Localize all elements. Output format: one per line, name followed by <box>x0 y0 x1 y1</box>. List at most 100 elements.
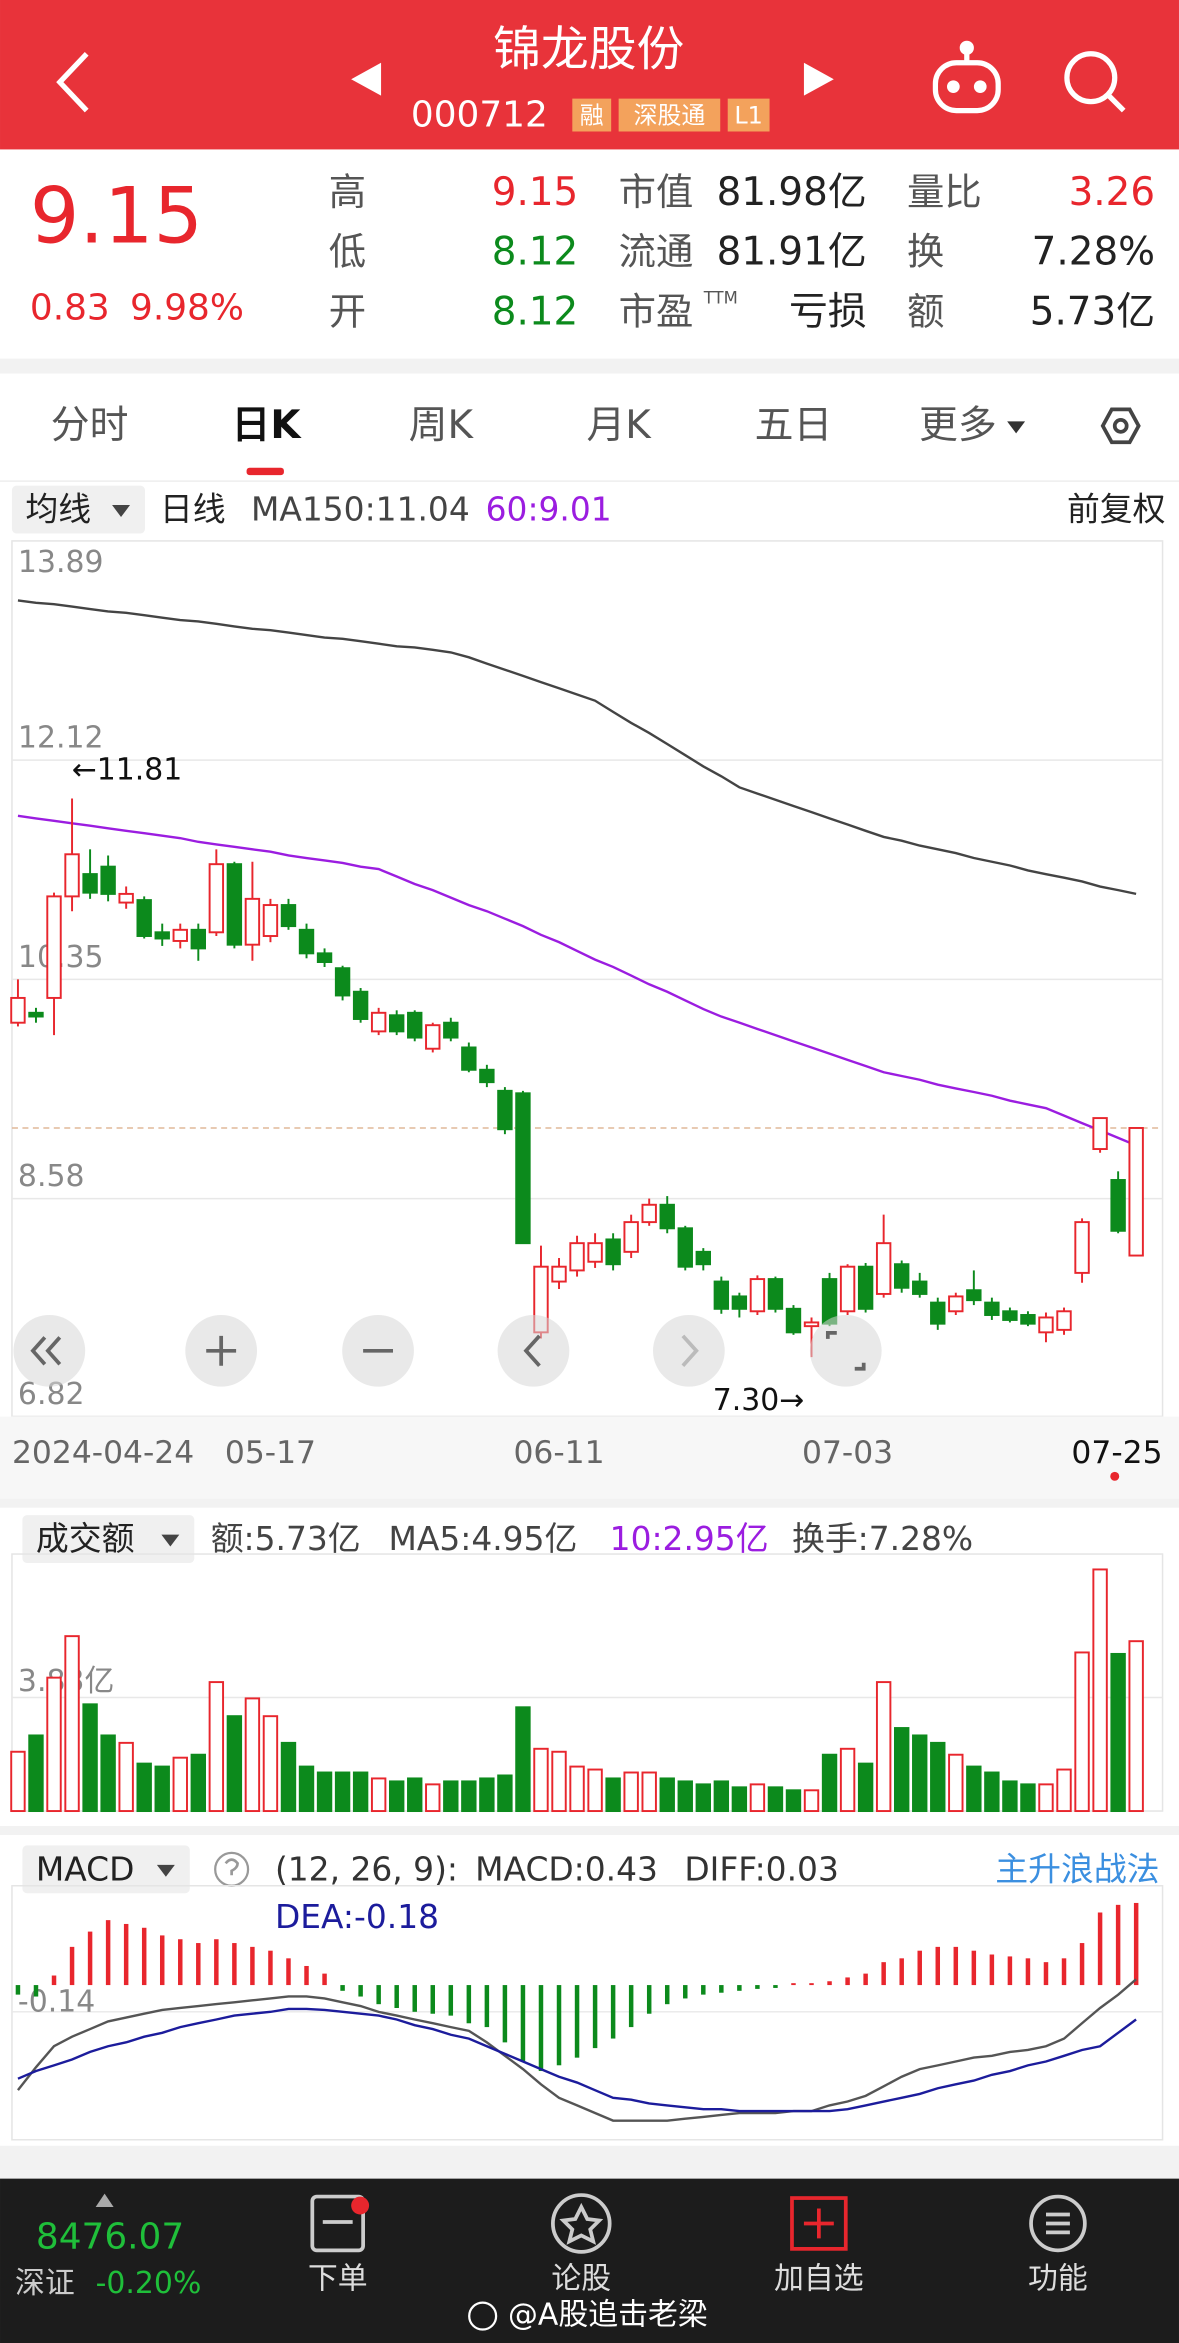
nav-label[interactable]: 下单 <box>308 2262 368 2297</box>
order-icon[interactable] <box>310 2194 365 2253</box>
watchlist-plus <box>803 2208 834 2239</box>
volume-bar <box>767 1786 784 1813</box>
candle-body <box>226 863 243 946</box>
candle-body <box>425 1024 441 1050</box>
function-icon[interactable] <box>1029 2194 1087 2253</box>
chart-control[interactable] <box>809 1314 882 1387</box>
ma-line <box>17 814 1137 1147</box>
search-icon[interactable] <box>1064 51 1126 113</box>
tab[interactable]: 五日 <box>755 403 833 448</box>
macd-bar <box>394 1985 399 2008</box>
macd-bar <box>755 1985 760 1989</box>
ma-selector[interactable] <box>11 485 145 534</box>
watchlist-icon[interactable] <box>790 2196 848 2251</box>
candle-body <box>118 892 134 904</box>
volume-bar <box>280 1741 297 1813</box>
candle-body <box>1092 1117 1108 1151</box>
candle-body <box>316 952 333 963</box>
chart-control[interactable] <box>653 1314 725 1387</box>
scroll-left-icon <box>30 1336 62 1366</box>
last-price: 9.15 <box>30 172 203 262</box>
index-change: -0.20% <box>96 2266 202 2301</box>
macd-bar <box>737 1985 742 1991</box>
volume-selector[interactable] <box>22 1515 195 1563</box>
stat-label: 高 <box>329 170 366 214</box>
candle-body <box>370 1011 387 1033</box>
tab[interactable]: 日K <box>232 403 303 448</box>
candle-body <box>1020 1314 1036 1325</box>
volume-bar <box>605 1777 621 1813</box>
prev-stock[interactable] <box>351 62 382 96</box>
settings-icon[interactable] <box>1100 407 1141 445</box>
separator <box>0 2145 1179 2179</box>
macd-bar <box>538 1985 544 2072</box>
stat-label: 市值 <box>619 170 694 214</box>
volume-bar <box>100 1734 116 1813</box>
macd-bar <box>376 1985 381 2005</box>
nav-label[interactable]: 加自选 <box>774 2262 864 2297</box>
candle-body <box>641 1203 657 1224</box>
tab-underline <box>246 467 284 476</box>
badge-text: L1 <box>734 102 763 130</box>
macd-value: MACD:0.43 <box>475 1849 658 1888</box>
macd-params: (12, 26, 9): <box>275 1849 458 1888</box>
stat-value: 7.28% <box>1032 230 1155 275</box>
candle-body <box>64 853 80 898</box>
tab[interactable]: 月K <box>586 403 652 448</box>
period-label: 日线 <box>160 490 226 529</box>
robot-icon[interactable] <box>932 40 1001 114</box>
macd-bar <box>646 1985 652 2014</box>
index-value[interactable]: 8476.07 <box>36 2216 184 2257</box>
volume-bar <box>190 1753 206 1813</box>
tab[interactable]: 周K <box>409 403 475 448</box>
candle-body <box>82 873 98 894</box>
back-button[interactable] <box>56 51 89 113</box>
stat-label: 额 <box>907 289 944 333</box>
macd-bar <box>250 1946 255 1986</box>
volume-bar <box>569 1765 585 1813</box>
watermark-logo <box>468 2301 498 2331</box>
macd-bar <box>520 1985 526 2062</box>
macd-bar <box>69 1946 75 1986</box>
tab[interactable]: 更多 <box>919 403 997 448</box>
nav-label[interactable]: 论股 <box>551 2262 611 2297</box>
macd-bar <box>123 1923 129 1986</box>
stat-label: 低 <box>329 230 366 274</box>
macd-bar <box>1043 1962 1049 1986</box>
macd-bar <box>15 1985 21 1995</box>
candle-body <box>912 1280 928 1295</box>
candle-body <box>966 1289 982 1302</box>
macd-bar <box>628 1985 634 2028</box>
candle-body <box>1110 1179 1126 1232</box>
y-tick-label: 13.89 <box>18 545 104 580</box>
volume-bar <box>713 1780 730 1813</box>
forum-icon[interactable] <box>551 2193 612 2254</box>
adjust-label[interactable]: 前复权 <box>1067 490 1166 529</box>
volume-bar <box>984 1771 1000 1813</box>
volume-bar <box>1020 1783 1036 1813</box>
volume-bar <box>461 1780 477 1813</box>
macd-bar <box>322 1973 327 1986</box>
candle-body <box>515 1092 531 1245</box>
macd-bar <box>971 1950 977 1986</box>
tab[interactable]: 分时 <box>51 403 129 448</box>
more-arrow <box>1007 421 1026 434</box>
dea-value: DEA:-0.18 <box>275 1897 439 1936</box>
nav-label[interactable]: 功能 <box>1028 2262 1088 2297</box>
candle-body <box>461 1046 477 1071</box>
macd-bar <box>304 1965 309 1986</box>
macd-bar <box>1079 1943 1085 1986</box>
candle-body <box>948 1295 964 1313</box>
candle-body <box>695 1250 711 1266</box>
macd-bar <box>683 1985 688 1999</box>
candle-body <box>785 1307 802 1334</box>
strategy-link[interactable]: 主升浪战法 <box>995 1849 1159 1888</box>
chart-control[interactable] <box>497 1314 570 1387</box>
macd-selector[interactable] <box>22 1845 190 1894</box>
volume-bar <box>352 1771 369 1813</box>
candle-body <box>677 1227 693 1268</box>
settings-icon-dot <box>1112 418 1129 434</box>
next-stock[interactable] <box>803 62 834 96</box>
candle-body <box>172 928 188 942</box>
macd-bar <box>105 1920 111 1986</box>
